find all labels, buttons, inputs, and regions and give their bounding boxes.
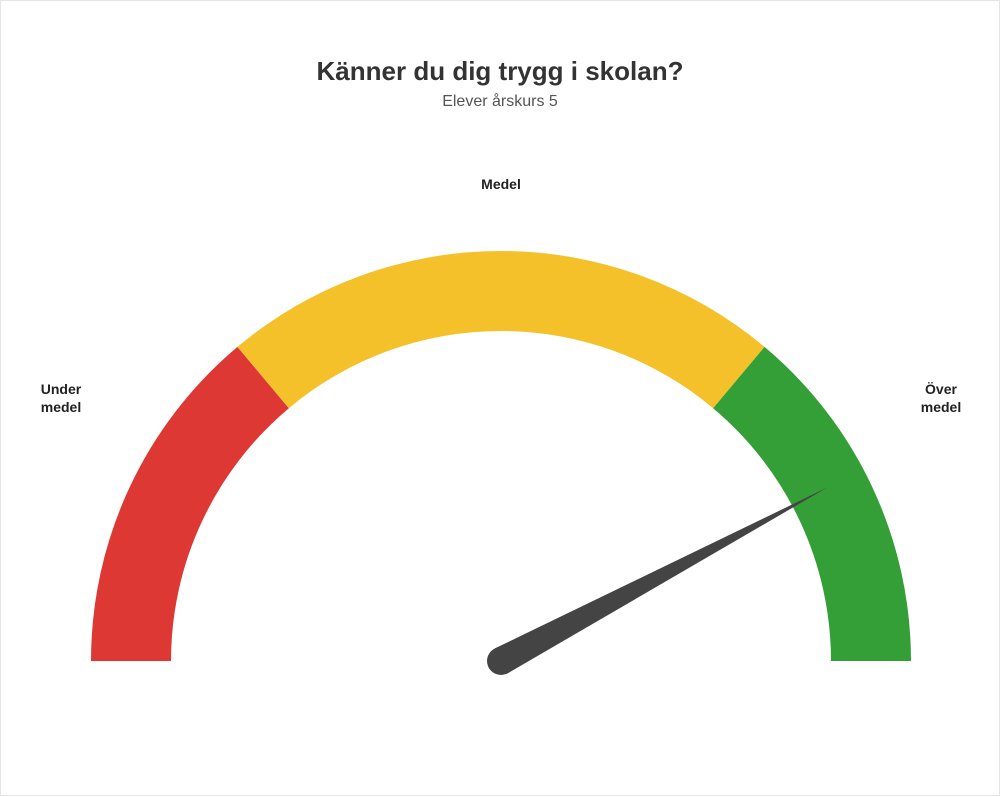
gauge-segment-label-1: Medel bbox=[451, 176, 551, 194]
gauge-segment-label-0: Under medel bbox=[11, 381, 111, 416]
gauge-needle-hub bbox=[487, 647, 515, 675]
gauge-segment-0 bbox=[91, 347, 289, 661]
gauge-segment-2 bbox=[713, 347, 911, 661]
gauge-segment-label-2: Över medel bbox=[891, 381, 991, 416]
gauge-needle bbox=[494, 487, 827, 673]
gauge-segment-1 bbox=[237, 251, 764, 408]
gauge-chart bbox=[1, 1, 1000, 797]
chart-frame: { "title": { "text": "Känner du dig tryg… bbox=[0, 0, 1000, 796]
